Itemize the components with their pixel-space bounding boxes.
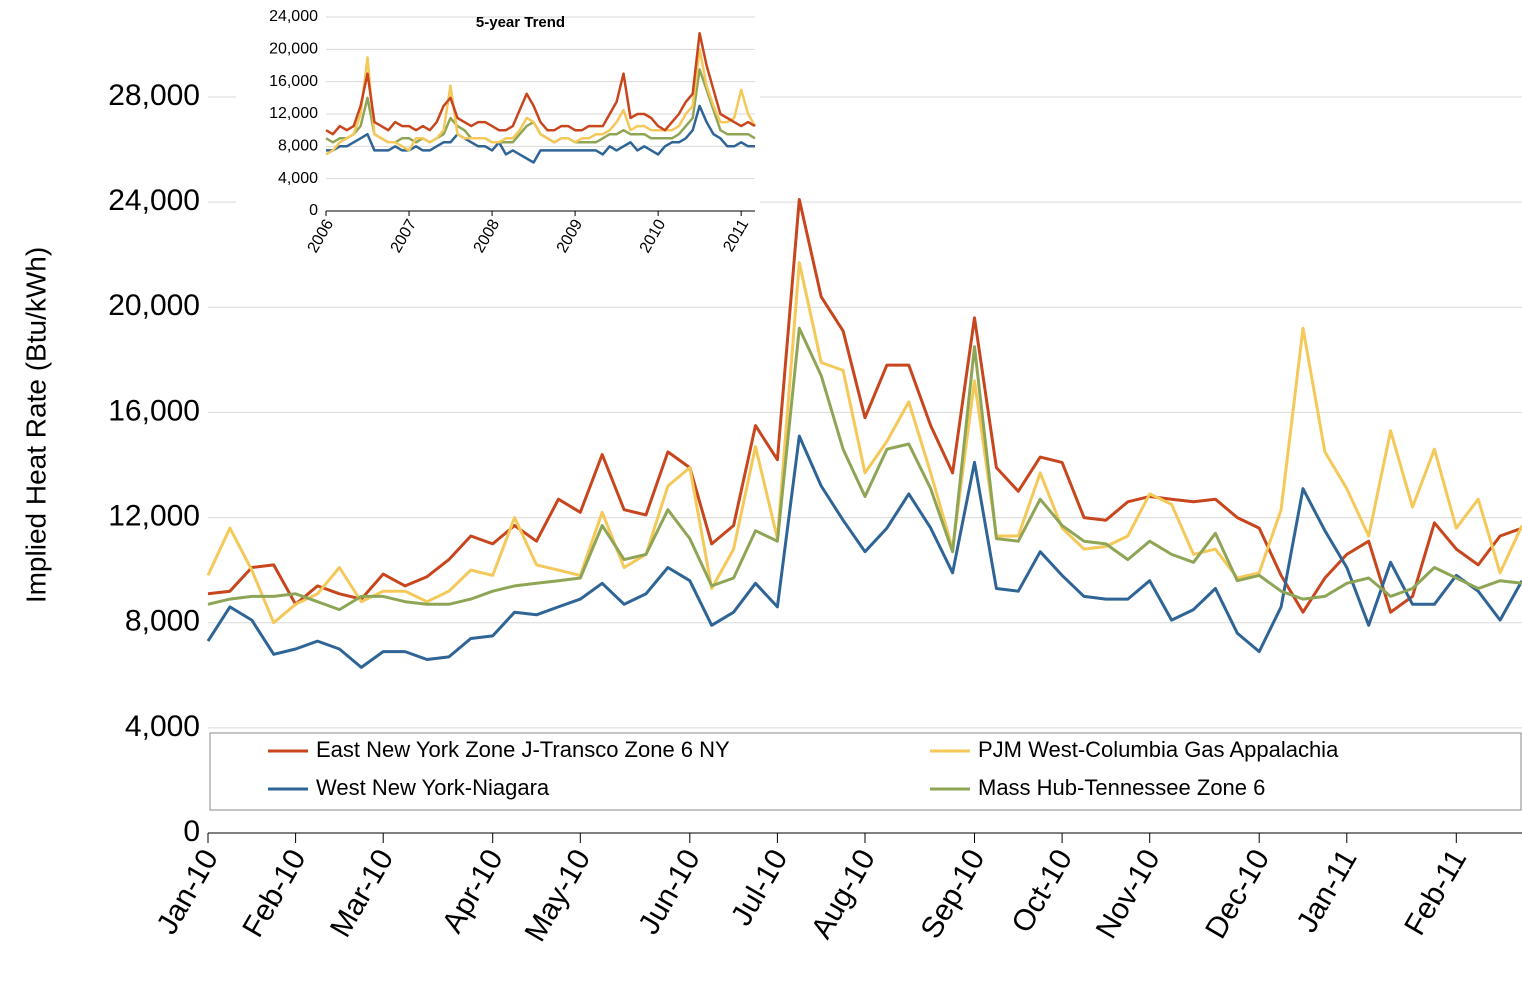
series-line <box>325 31 756 136</box>
y-tick-label: 12,000 <box>269 105 318 122</box>
x-tick-label: Sep-10 <box>914 844 991 944</box>
x-tick-label: Dec-10 <box>1199 844 1276 944</box>
series-line <box>206 434 1522 669</box>
x-tick-label: Aug-10 <box>805 844 882 944</box>
x-tick-label: Mar-10 <box>324 844 400 943</box>
y-axis-label: Implied Heat Rate (Btu/kWh) <box>20 247 51 603</box>
y-tick-label: 16,000 <box>108 394 200 427</box>
y-tick-label: 16,000 <box>269 73 318 90</box>
legend-box <box>209 732 1522 811</box>
y-tick-label: 28,000 <box>108 79 200 112</box>
y-tick-label: 24,000 <box>269 8 318 25</box>
chart-title: 5-year Trend <box>476 14 565 31</box>
x-tick-label: Jun-10 <box>632 844 706 940</box>
legend-label: PJM West-Columbia Gas Appalachia <box>978 737 1339 762</box>
x-tick-label: Jan-11 <box>1290 844 1363 938</box>
y-tick-label: 24,000 <box>108 184 200 217</box>
inset-background <box>236 0 760 300</box>
y-tick-label: 0 <box>309 202 318 219</box>
y-tick-label: 0 <box>183 815 200 848</box>
x-tick-label: May-10 <box>519 844 598 947</box>
y-tick-label: 12,000 <box>108 499 200 532</box>
x-tick-label: Feb-10 <box>236 844 312 943</box>
series-line <box>325 48 757 156</box>
y-tick-label: 4,000 <box>278 170 318 187</box>
legend-label: East New York Zone J-Transco Zone 6 NY <box>316 737 730 762</box>
legend-label: Mass Hub-Tennessee Zone 6 <box>978 775 1265 800</box>
x-tick-label: Jan-10 <box>150 844 224 940</box>
x-tick-label: Feb-11 <box>1398 844 1473 941</box>
series-line <box>207 326 1522 612</box>
series-line <box>206 261 1522 625</box>
x-tick-label: Oct-10 <box>1005 844 1079 938</box>
y-tick-label: 8,000 <box>278 138 318 155</box>
series-line <box>326 104 755 164</box>
x-tick-label: Apr-10 <box>436 844 510 938</box>
x-tick-label: Nov-10 <box>1090 844 1167 944</box>
series-line <box>207 198 1522 614</box>
y-tick-label: 20,000 <box>269 41 318 58</box>
y-tick-label: 20,000 <box>108 289 200 322</box>
legend-label: West New York-Niagara <box>316 775 550 800</box>
y-tick-label: 8,000 <box>125 605 200 638</box>
y-tick-label: 4,000 <box>125 710 200 743</box>
x-tick-label: Jul-10 <box>725 844 794 931</box>
